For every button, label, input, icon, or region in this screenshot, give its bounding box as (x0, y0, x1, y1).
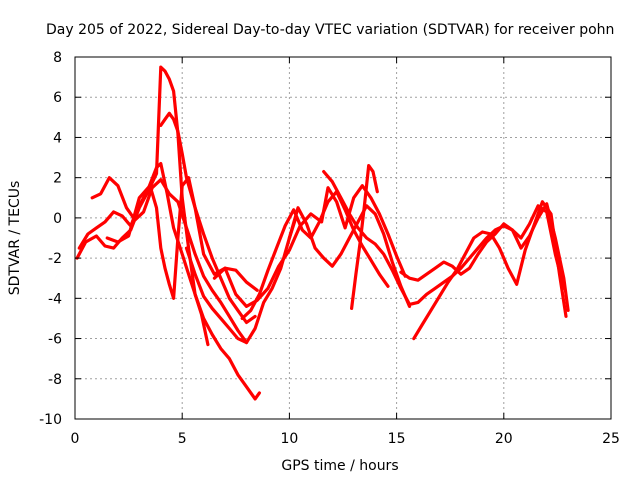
y-tick-label: -4 (48, 291, 62, 307)
x-tick-label: 20 (495, 431, 513, 447)
y-tick-label: -10 (39, 412, 62, 428)
series-line-sat-l (407, 204, 566, 306)
y-tick-label: -8 (48, 372, 62, 388)
y-tick-label: 0 (53, 211, 62, 227)
series-line-sat-i (287, 204, 412, 308)
series-line-sat-k (350, 164, 379, 310)
series-line-sat-j (322, 170, 412, 306)
y-tick-label: -2 (48, 251, 62, 267)
y-tick-label: 4 (53, 130, 62, 146)
plot-frame (74, 56, 612, 420)
series-line-sat-f (184, 216, 298, 345)
x-tick-label: 25 (602, 431, 620, 447)
chart-title: Day 205 of 2022, Sidereal Day-to-day VTE… (46, 22, 614, 38)
series-line-sat-a (75, 65, 261, 401)
y-tick-label: 6 (53, 90, 62, 106)
y-tick-label: 2 (53, 171, 62, 187)
x-axis-label: GPS time / hours (281, 458, 398, 474)
series-line-sat-n (399, 202, 570, 312)
y-axis-label: SDTVAR / TECUs (7, 181, 23, 296)
x-tick-label: 10 (280, 431, 298, 447)
y-tick-label: 8 (53, 50, 62, 66)
series-line-sat-h (240, 190, 390, 320)
axis-ticks: 0 5 10 15 20 25 -10 -8 -6 -4 -2 0 2 4 6 8 (39, 50, 620, 447)
series-line-sat-b (77, 162, 210, 347)
series-line-sat-c (90, 176, 249, 345)
x-tick-label: 5 (178, 431, 187, 447)
series-line-sat-g (212, 184, 407, 308)
x-tick-label: 0 (71, 431, 80, 447)
series-layer (75, 65, 570, 401)
x-tick-label: 15 (388, 431, 406, 447)
y-tick-label: -6 (48, 332, 62, 348)
series-line-sat-m (412, 200, 568, 341)
